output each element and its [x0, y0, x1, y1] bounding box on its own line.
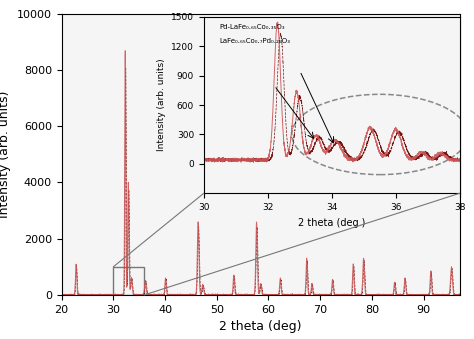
- X-axis label: 2 theta (deg.): 2 theta (deg.): [298, 218, 365, 227]
- X-axis label: 2 theta (deg): 2 theta (deg): [219, 320, 302, 333]
- Y-axis label: Intensity (arb. units): Intensity (arb. units): [156, 59, 165, 152]
- Text: Pd-LaFe₀.₆₅Co₀.₃₅O₃: Pd-LaFe₀.₆₅Co₀.₃₅O₃: [220, 24, 285, 30]
- Bar: [113, 267, 145, 295]
- Text: LaFe₀.₆₅Co₀.₇Pd₀.₂₅O₃: LaFe₀.₆₅Co₀.₇Pd₀.₂₅O₃: [220, 38, 291, 44]
- Y-axis label: Intensity (arb. units): Intensity (arb. units): [0, 91, 11, 218]
